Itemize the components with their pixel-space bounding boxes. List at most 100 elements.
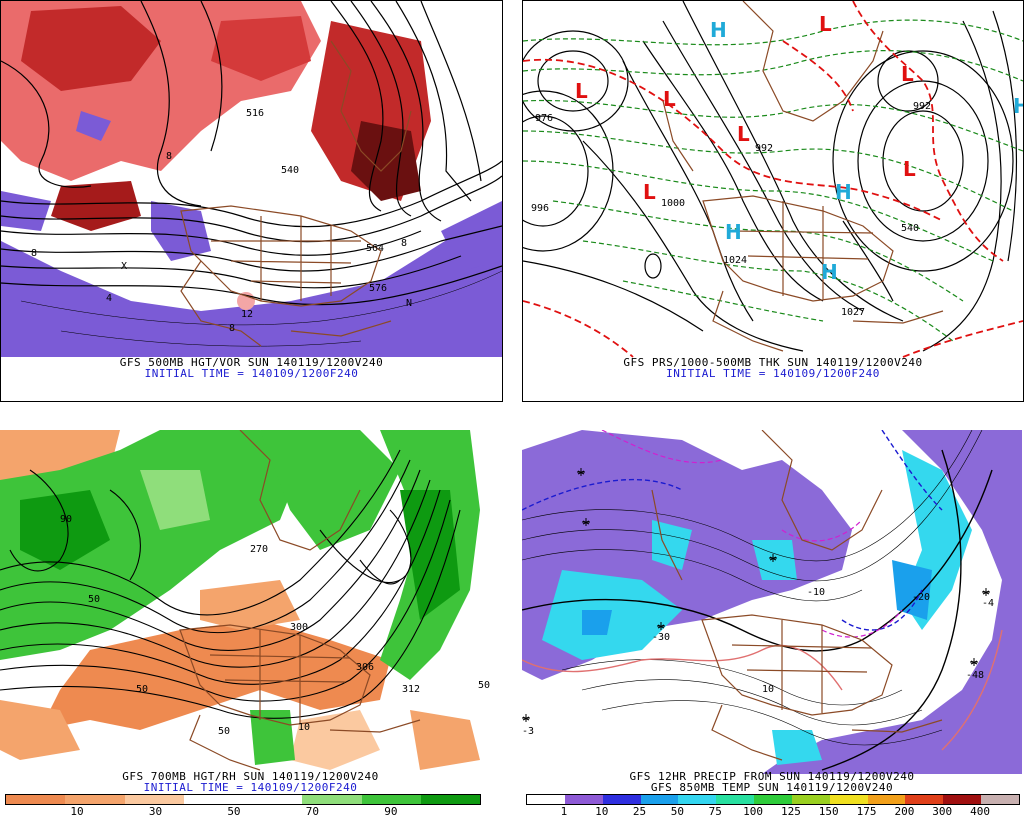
contour-label: 8 bbox=[31, 248, 37, 259]
temp-label: -3 bbox=[522, 726, 534, 737]
colorbar-tick-label: 300 bbox=[932, 805, 953, 818]
map-pressure-thickness: H L L L L L L L H H H H 976 996 1024 102… bbox=[523, 1, 1023, 358]
rh-label: 50 bbox=[478, 680, 490, 691]
panel-caption: GFS 700MB HGT/RH SUN 140119/1200V240 bbox=[122, 770, 379, 783]
colorbar-swatch bbox=[361, 795, 421, 804]
high-pressure-marker: H bbox=[710, 18, 727, 42]
temp-label: -4 bbox=[982, 598, 994, 609]
isobar-label: 992 bbox=[913, 101, 931, 112]
height-label: 306 bbox=[356, 662, 374, 673]
isobar-label: 1027 bbox=[841, 307, 865, 318]
temp-label: -48 bbox=[966, 670, 984, 681]
colorbar-swatch bbox=[65, 795, 125, 804]
panel-pressure-thickness: H L L L L L L L H H H H 976 996 1024 102… bbox=[522, 0, 1024, 402]
colorbar-swatch bbox=[124, 795, 184, 804]
panel-caption: GFS 12HR PRECIP FROM SUN 140119/1200V240 bbox=[629, 770, 915, 783]
temp-label: 10 bbox=[762, 684, 774, 695]
colorbar-swatch bbox=[640, 795, 679, 804]
colorbar-swatch bbox=[791, 795, 830, 804]
colorbar-swatch bbox=[716, 795, 755, 804]
contour-label: 564 bbox=[366, 243, 384, 254]
rh-label: 90 bbox=[60, 514, 72, 525]
map-700mb-rh: 306 312 300 270 50 50 50 50 10 90 bbox=[0, 430, 501, 774]
colorbar-swatch bbox=[243, 795, 303, 804]
colorbar-tick-label: 10 bbox=[595, 805, 609, 818]
colorbar-tick-label: 90 bbox=[384, 805, 398, 818]
precip-colorbar bbox=[526, 794, 1020, 805]
contour-label: 516 bbox=[246, 108, 264, 119]
isobar-label: 976 bbox=[535, 113, 553, 124]
colorbar-swatch bbox=[905, 795, 944, 804]
rh-label: 10 bbox=[298, 722, 310, 733]
high-pressure-marker: H bbox=[835, 180, 852, 204]
low-pressure-marker: L bbox=[663, 87, 676, 111]
colorbar-swatch bbox=[754, 795, 792, 804]
colorbar-tick-label: 100 bbox=[743, 805, 763, 818]
rh-label: 50 bbox=[218, 726, 230, 737]
panel-precip-850mb-temp: 10 -10 -20 -4 -48 -3 -30 GFS 12HR PRECIP… bbox=[522, 430, 1022, 819]
contour-label: 576 bbox=[369, 283, 387, 294]
colorbar-swatch bbox=[420, 795, 480, 804]
colorbar-swatch bbox=[527, 795, 565, 804]
initial-time-caption: INITIAL TIME = 140109/1200F240 bbox=[144, 367, 359, 380]
map-precip-850mb-temp: 10 -10 -20 -4 -48 -3 -30 bbox=[522, 430, 1022, 774]
low-pressure-marker: L bbox=[901, 62, 914, 86]
high-pressure-marker: H bbox=[1013, 94, 1023, 118]
colorbar-swatch bbox=[829, 795, 868, 804]
contour-label: 12 bbox=[241, 309, 253, 320]
colorbar-swatch bbox=[302, 795, 362, 804]
colorbar-tick-label: 125 bbox=[780, 805, 801, 818]
colorbar-tick-label: 30 bbox=[148, 805, 163, 818]
isobar-label: 1024 bbox=[723, 255, 747, 266]
initial-time-caption: INITIAL TIME = 140109/1200F240 bbox=[143, 781, 358, 794]
colorbar-tick-label: 400 bbox=[970, 805, 990, 818]
rh-label: 50 bbox=[88, 594, 100, 605]
panel-caption-secondary: GFS 850MB TEMP SUN 140119/1200V240 bbox=[650, 781, 894, 794]
colorbar-swatch bbox=[602, 795, 641, 804]
map-500mb-vorticity: 12 8 540 564 576 516 4 8 8 8 N X bbox=[1, 1, 502, 357]
height-label: 312 bbox=[402, 684, 420, 695]
rh-colorbar bbox=[5, 794, 481, 805]
panel-700mb-rh: 306 312 300 270 50 50 50 50 10 90 GFS 70… bbox=[0, 430, 501, 819]
panel-caption: GFS 500MB HGT/VOR SUN 140119/1200V240 bbox=[119, 356, 384, 369]
isobar-label: 996 bbox=[531, 203, 549, 214]
colorbar-tick-label: 200 bbox=[894, 805, 915, 818]
panel-caption: GFS PRS/1000-500MB THK SUN 140119/1200V2… bbox=[623, 356, 923, 369]
high-pressure-marker: H bbox=[821, 260, 838, 284]
contour-label: 8 bbox=[166, 151, 172, 162]
low-pressure-marker: L bbox=[819, 12, 832, 36]
colorbar-tick-label: 150 bbox=[818, 805, 839, 818]
low-pressure-marker: L bbox=[643, 180, 656, 204]
colorbar-tick-label: 25 bbox=[632, 805, 647, 818]
contour-label: N bbox=[406, 298, 412, 309]
colorbar-tick-label: 1 bbox=[560, 805, 568, 818]
colorbar-tick-label: 50 bbox=[227, 805, 241, 818]
temp-label: -10 bbox=[807, 587, 825, 598]
contour-label: 540 bbox=[281, 165, 299, 176]
contour-label: X bbox=[121, 261, 127, 272]
colorbar-tick-label: 70 bbox=[305, 805, 319, 818]
height-label: 300 bbox=[290, 622, 308, 633]
initial-time-caption: INITIAL TIME = 140109/1200F240 bbox=[666, 367, 880, 380]
colorbar-tick-label: 50 bbox=[670, 805, 684, 818]
isobar-label: 992 bbox=[755, 143, 773, 154]
colorbar-tick-label: 175 bbox=[856, 805, 877, 818]
panel-500mb-vorticity: 12 8 540 564 576 516 4 8 8 8 N X GFS 500… bbox=[0, 0, 503, 402]
colorbar-swatch bbox=[943, 795, 982, 804]
high-pressure-marker: H bbox=[725, 220, 742, 244]
contour-label: 4 bbox=[106, 293, 112, 304]
colorbar-tick-label: 10 bbox=[70, 805, 84, 818]
temp-label: -20 bbox=[912, 592, 930, 603]
colorbar-swatch bbox=[678, 795, 717, 804]
colorbar-swatch bbox=[867, 795, 906, 804]
contour-label: 8 bbox=[401, 238, 407, 249]
colorbar-swatch bbox=[183, 795, 243, 804]
thickness-label: 540 bbox=[901, 223, 919, 234]
colorbar-swatch bbox=[564, 795, 603, 804]
colorbar-swatch bbox=[6, 795, 66, 804]
contour-label: 8 bbox=[229, 323, 235, 334]
colorbar-tick-label: 75 bbox=[708, 805, 722, 818]
low-pressure-marker: L bbox=[737, 122, 750, 146]
isobar-label: 1000 bbox=[661, 198, 685, 209]
colorbar-swatch bbox=[981, 795, 1019, 804]
